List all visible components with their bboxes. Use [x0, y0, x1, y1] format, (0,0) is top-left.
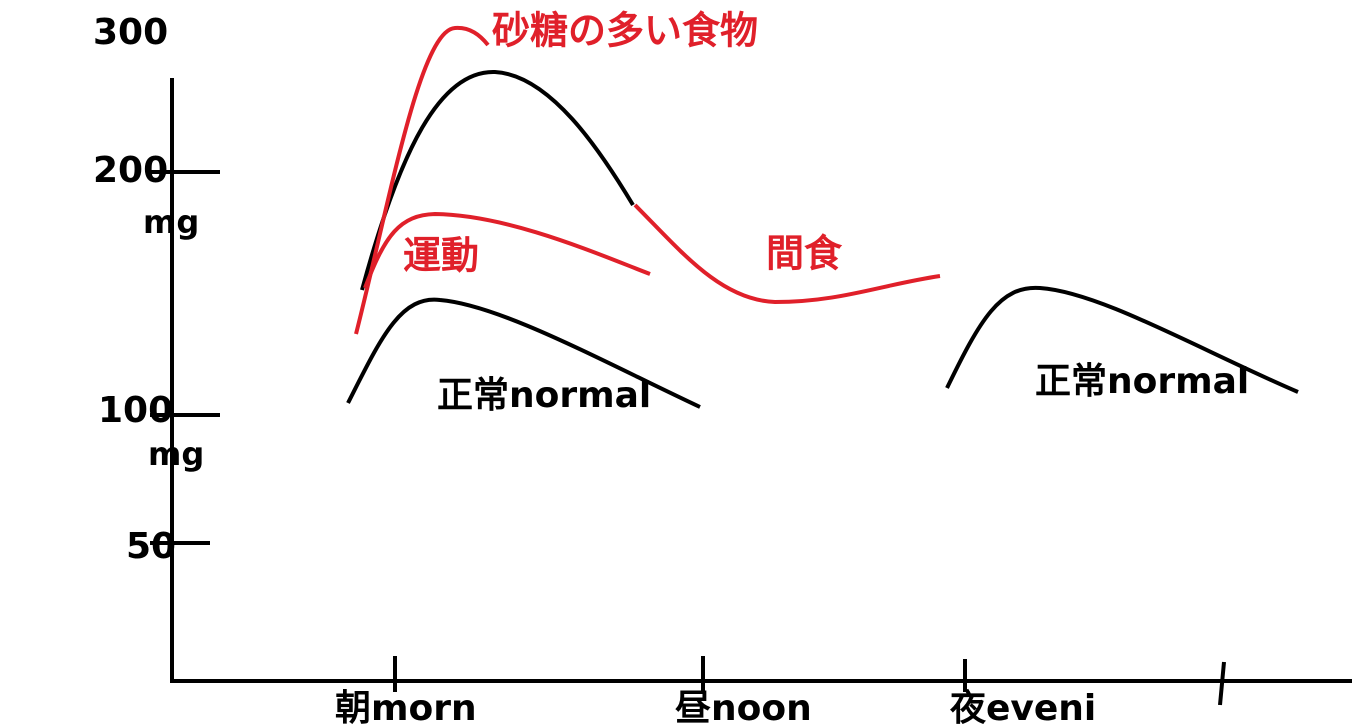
curve-label: 間食 — [766, 232, 843, 276]
y-label: 50 — [126, 526, 176, 567]
high-curve — [360, 69, 635, 291]
curve-label: 正常normal — [437, 375, 651, 416]
normal-curve — [346, 297, 701, 409]
x-label: 昼noon — [675, 688, 812, 725]
y-label: 100 — [98, 390, 173, 431]
y-unit: mg — [143, 203, 199, 241]
curve-label: 砂糖の多い食物 — [492, 9, 758, 53]
snack-curve — [633, 203, 941, 305]
normal-curve — [945, 285, 1299, 394]
y-unit: mg — [148, 435, 204, 473]
exercise-curve — [363, 211, 651, 289]
curve-label: 運動 — [403, 234, 479, 278]
sugar-curve — [354, 25, 490, 335]
x-label: 夜eveni — [949, 688, 1096, 725]
y-label: 200 — [93, 150, 168, 191]
x-tick — [1218, 661, 1226, 706]
curve-label: 正常normal — [1035, 361, 1249, 402]
x-label: 朝morn — [335, 688, 477, 725]
y-label: 300 — [93, 12, 168, 53]
